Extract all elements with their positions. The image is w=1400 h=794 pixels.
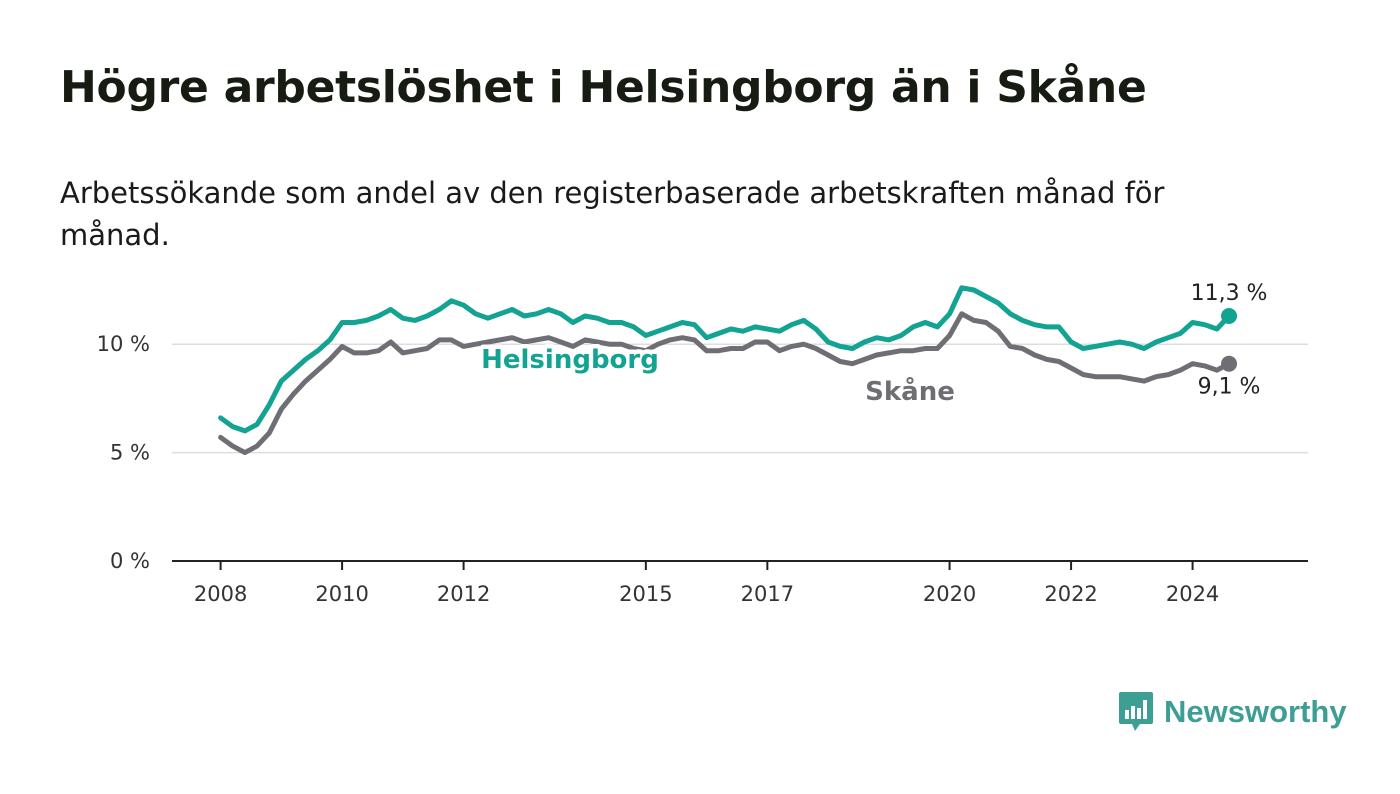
series-label-helsingborg: Helsingborg [481, 345, 659, 375]
series-label-skane: Skåne [865, 375, 955, 407]
newsworthy-logo-icon [1119, 692, 1153, 731]
x-tick-label: 2008 [194, 582, 247, 606]
y-axis: 0 % 5 % 10 % [97, 332, 150, 573]
series-labels: Helsingborg Skåne [477, 341, 960, 412]
series-lines [218, 285, 1232, 456]
x-tick-label: 2015 [619, 582, 672, 606]
brand-logo: Newsworthy [1118, 690, 1347, 734]
x-tick-label: 2017 [741, 582, 794, 606]
end-marker-helsingborg [1221, 308, 1238, 325]
x-tick-label: 2022 [1044, 582, 1097, 606]
y-tick-label: 0 % [110, 549, 150, 573]
end-marker-skane [1221, 355, 1238, 372]
chart-subtitle: Arbetssökande som andel av den registerb… [60, 176, 1165, 252]
brand-name: Newsworthy [1164, 694, 1347, 729]
x-axis: 2008 2010 2012 2015 2017 2020 2022 2024 [172, 560, 1308, 606]
y-tick-label: 10 % [97, 332, 150, 356]
series-line-helsingborg [218, 285, 1232, 434]
x-tick-label: 2020 [923, 582, 976, 606]
end-label-skane: 9,1 % [1198, 375, 1261, 400]
x-tick-label: 2024 [1166, 582, 1219, 606]
gridlines [172, 343, 1308, 454]
chart-title: Högre arbetslöshet i Helsingborg än i Sk… [60, 62, 1147, 113]
end-label-helsingborg: 11,3 % [1191, 281, 1268, 306]
x-tick-label: 2012 [437, 582, 490, 606]
y-tick-label: 5 % [110, 441, 150, 465]
x-tick-label: 2010 [315, 582, 368, 606]
end-markers: 11,3 % 9,1 % [1191, 281, 1268, 400]
series-line-skane [218, 311, 1232, 456]
